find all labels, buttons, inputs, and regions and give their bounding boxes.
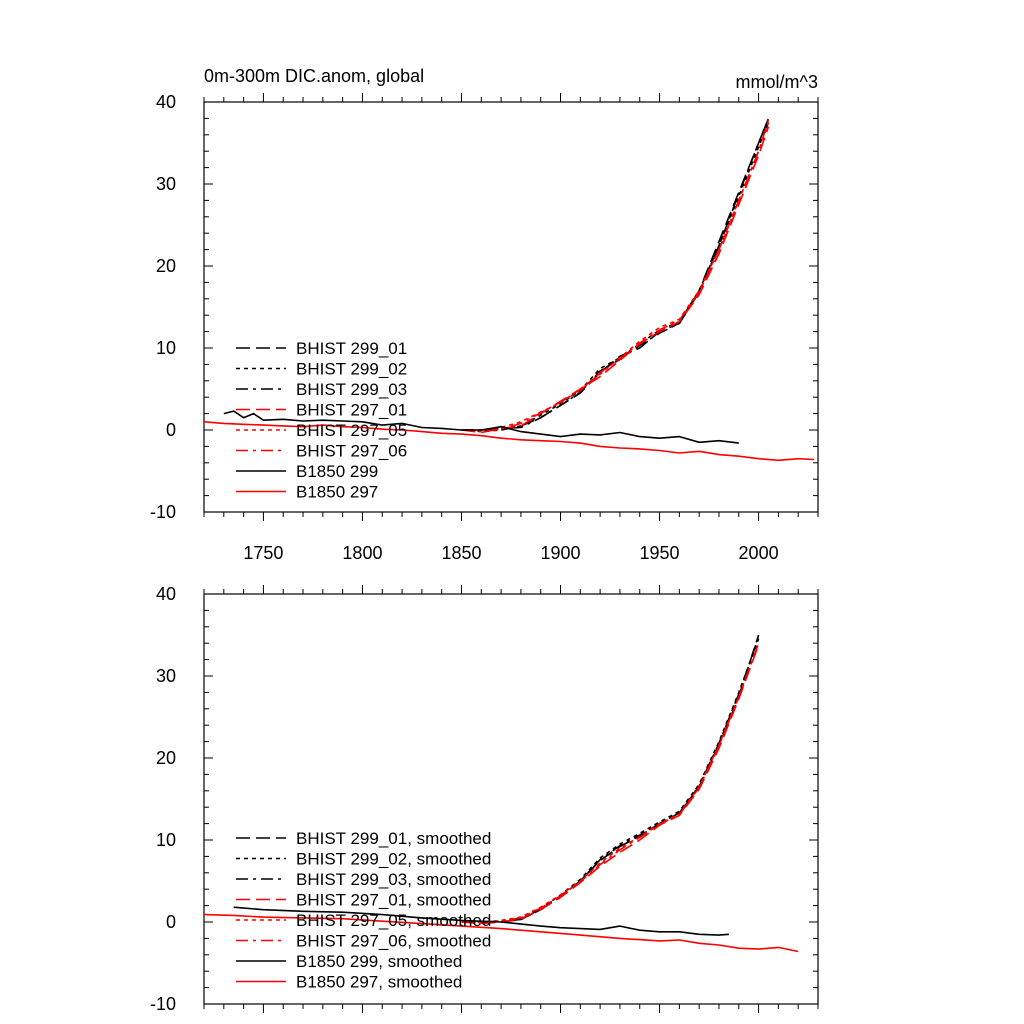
series-line: [461, 118, 770, 431]
y-tick-label: 20: [156, 256, 176, 276]
series-line: [461, 122, 770, 433]
y-tick-label: 10: [156, 338, 176, 358]
top-panel: -10 0 10 20 30 40 1750 1800 1850 1900 1950 2000 0m-3…: [150, 66, 819, 563]
series-line: [223, 410, 739, 444]
legend-label: B1850 297: [296, 483, 378, 502]
series-line: [204, 421, 815, 462]
y-tick-label: 40: [156, 584, 176, 604]
bottom-panel: -10 0 10 20 30 40 BHIST 299_01, smoothed BHIST …: [150, 584, 819, 1014]
y-tick-label: 40: [156, 92, 176, 112]
legend-label: BHIST 299_02: [296, 360, 407, 379]
series-line: [461, 644, 760, 925]
y-tick-label: -10: [150, 994, 176, 1014]
series-line: [461, 636, 760, 923]
legend-label: B1850 297, smoothed: [296, 973, 462, 992]
x-tick-label: 1850: [441, 543, 481, 563]
series-line: [461, 122, 770, 431]
legend-label: BHIST 297_06, smoothed: [296, 932, 491, 951]
legend-label: BHIST 299_01, smoothed: [296, 829, 491, 848]
series-line: [461, 638, 760, 923]
legend-label: BHIST 299_03: [296, 380, 407, 399]
series-line: [461, 126, 770, 434]
units-label: mmol/m^3: [736, 72, 818, 92]
legend-label: BHIST 299_03, smoothed: [296, 870, 491, 889]
legend-label: BHIST 299_02, smoothed: [296, 850, 491, 869]
series-line: [461, 642, 760, 923]
y-tick-label: 20: [156, 748, 176, 768]
series-line: [204, 913, 799, 953]
legend-label: BHIST 297_01: [296, 401, 407, 420]
legend-label: B1850 299, smoothed: [296, 952, 462, 971]
x-tick-label: 1900: [540, 543, 580, 563]
y-tick-label: 10: [156, 830, 176, 850]
y-tick-label: 0: [166, 420, 176, 440]
x-tick-label: 2000: [739, 543, 779, 563]
x-tick-label: 1800: [342, 543, 382, 563]
plot-frame: [203, 593, 819, 1005]
y-tick-label: 30: [156, 666, 176, 686]
x-tick-label: 1750: [243, 543, 283, 563]
legend-label: BHIST 297_01, smoothed: [296, 891, 491, 910]
series-line: [461, 642, 760, 924]
series-group: [204, 634, 799, 953]
plot-frame: [203, 101, 819, 513]
series-line: [461, 118, 770, 431]
legend-label: BHIST 297_06: [296, 442, 407, 461]
y-tick-label: -10: [150, 502, 176, 522]
y-tick-label: 30: [156, 174, 176, 194]
chart-title: 0m-300m DIC.anom, global: [204, 66, 424, 86]
series-line: [233, 906, 729, 936]
series-group: [204, 118, 815, 462]
y-tick-label: 0: [166, 912, 176, 932]
series-line: [461, 119, 770, 433]
legend-label: BHIST 297_05: [296, 421, 407, 440]
legend-label: BHIST 297_05, smoothed: [296, 911, 491, 930]
series-line: [461, 634, 760, 923]
legend-label: B1850 299: [296, 462, 378, 481]
x-tick-label: 1950: [640, 543, 680, 563]
legend-label: BHIST 299_01: [296, 339, 407, 358]
